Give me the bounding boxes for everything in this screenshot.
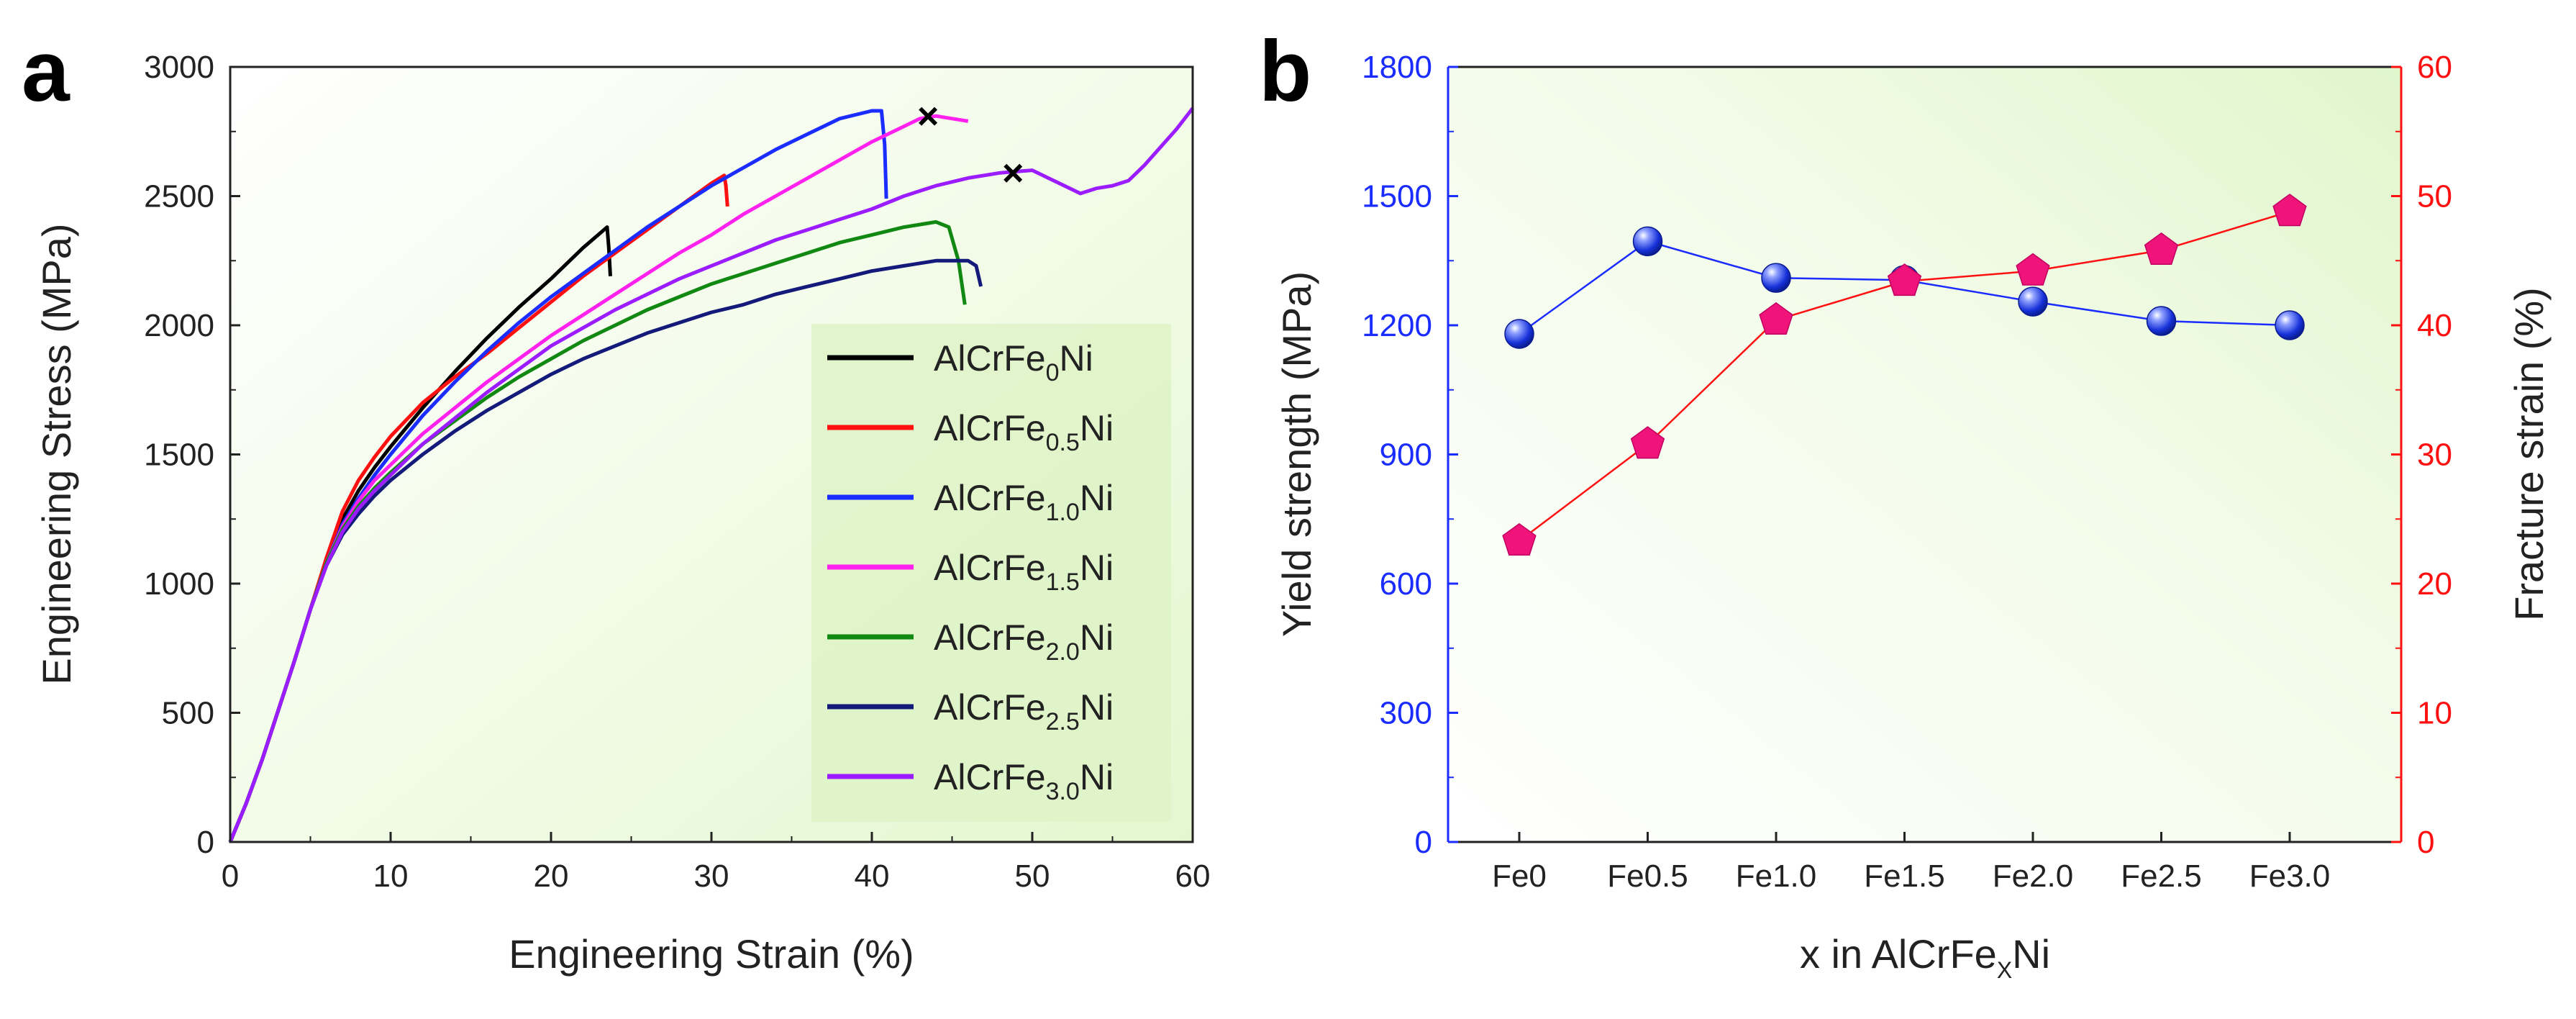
fracture-marker: ×	[917, 96, 939, 137]
x-tick-label-a: 10	[373, 859, 409, 894]
legend-label: AlCrFe1.5Ni	[934, 548, 1114, 596]
category-label: Fe1.0	[1736, 859, 1817, 894]
y-tick-label-right-b: 50	[2417, 179, 2452, 214]
y-axis-label-left-b: Yield strength (MPa)	[1274, 271, 1319, 637]
x-tick-label-a: 40	[855, 859, 890, 894]
category-label: Fe0.5	[1607, 859, 1688, 894]
y-tick-label-a: 1000	[144, 566, 214, 602]
stress-strain-chart: ×× 0 10 20 30 40 50 60050010001500200025003000…	[34, 50, 1210, 977]
y-tick-label-a: 500	[162, 696, 214, 731]
yield-point	[1504, 319, 1534, 349]
composition-chart: Fe0 Fe0.5 Fe1.0 Fe1.5 Fe2.0 Fe2.5 Fe3.00300600…	[1274, 50, 2552, 983]
category-label: Fe2.0	[1993, 859, 2074, 894]
composition-series	[1502, 194, 2307, 556]
x-axis-label-b: x in AlCrFeXNi	[1800, 931, 2050, 983]
x-tick-label-a: 30	[694, 859, 729, 894]
y-tick-label-a: 1500	[144, 438, 214, 473]
y-axis-label-a: Engineering Stress (MPa)	[34, 223, 79, 684]
category-label: Fe1.5	[1864, 859, 1945, 894]
y-tick-label-left-b: 1200	[1362, 308, 1432, 343]
x-tick-label-a: 20	[534, 859, 569, 894]
yield-point	[2275, 310, 2305, 340]
legend-label: AlCrFe1.0Ni	[934, 478, 1114, 526]
y-tick-label-a: 3000	[144, 50, 214, 85]
fracture-point	[1759, 302, 1793, 335]
legend-label: AlCrFe2.5Ni	[934, 687, 1114, 735]
y-tick-label-left-b: 1800	[1362, 50, 1432, 85]
fracture-point	[1887, 263, 1922, 296]
x-tick-label-a: 50	[1015, 859, 1050, 894]
y-tick-label-left-b: 900	[1380, 438, 1432, 473]
plot-area-b	[1448, 67, 2401, 842]
y-tick-label-left-b: 1500	[1362, 179, 1432, 214]
fracture-point	[1502, 522, 1537, 556]
yield-point	[1632, 226, 1663, 257]
legend-label: AlCrFe0.5Ni	[934, 408, 1114, 456]
fracture-point	[2016, 253, 2050, 286]
category-label: Fe0	[1492, 859, 1547, 894]
panel-label-b: b	[1259, 23, 1311, 119]
legend-a: AlCrFe0Ni AlCrFe0.5Ni AlCrFe1.0Ni AlCrFe1.5…	[811, 324, 1171, 822]
legend-label: AlCrFe0Ni	[934, 338, 1093, 386]
fracture-point	[1630, 426, 1665, 459]
y-tick-label-right-b: 60	[2417, 50, 2452, 85]
legend-box	[811, 324, 1171, 822]
yield-point	[2018, 286, 2048, 317]
x-tick-label-a: 60	[1175, 859, 1211, 894]
legend-label: AlCrFe3.0Ni	[934, 757, 1114, 805]
yield-point	[1761, 263, 1791, 293]
panel-label-a: a	[22, 23, 70, 119]
stress-strain-series	[228, 107, 1194, 843]
y-tick-label-right-b: 20	[2417, 566, 2452, 602]
y-tick-label-right-b: 0	[2417, 825, 2434, 860]
yield-point	[2146, 306, 2177, 336]
series-line-AlCrFe3.0Ni	[228, 107, 1194, 843]
y-tick-label-a: 2000	[144, 308, 214, 343]
y-tick-label-left-b: 300	[1380, 696, 1432, 731]
y-tick-label-left-b: 600	[1380, 566, 1432, 602]
y-tick-label-a: 0	[197, 825, 214, 860]
y-tick-label-right-b: 30	[2417, 438, 2452, 473]
x-axis-label-a: Engineering Strain (%)	[509, 931, 914, 977]
y-axis-label-right-b: Fracture strain (%)	[2506, 287, 2552, 621]
y-tick-label-a: 2500	[144, 179, 214, 214]
legend-label: AlCrFe2.0Ni	[934, 617, 1114, 666]
y-tick-label-right-b: 10	[2417, 696, 2452, 731]
fracture-markers: ××	[917, 96, 1024, 194]
category-label: Fe3.0	[2249, 859, 2331, 894]
fracture-point	[2144, 232, 2179, 266]
y-tick-label-right-b: 40	[2417, 308, 2452, 343]
y-tick-label-left-b: 0	[1415, 825, 1432, 860]
category-label: Fe2.5	[2121, 859, 2202, 894]
fracture-marker: ×	[1002, 153, 1024, 194]
fracture-point	[2272, 194, 2307, 227]
x-tick-label-a: 0	[222, 859, 239, 894]
